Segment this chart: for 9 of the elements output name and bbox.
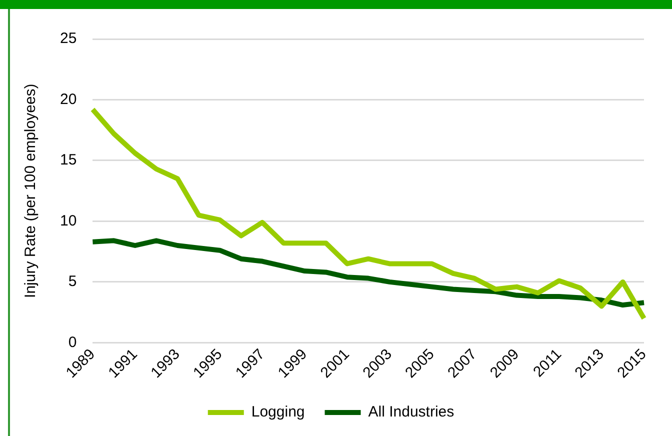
legend-label: All Industries <box>368 404 454 421</box>
y-tick-label: 5 <box>68 273 77 290</box>
y-tick-label: 0 <box>68 334 77 351</box>
y-tick-label: 20 <box>60 90 77 108</box>
y-tick-label: 15 <box>60 152 77 169</box>
legend-label: Logging <box>251 404 305 421</box>
y-axis-title: Injury Rate (per 100 employees) <box>22 84 40 298</box>
y-tick-label: 25 <box>60 30 77 48</box>
y-tick-label: 10 <box>60 212 77 230</box>
